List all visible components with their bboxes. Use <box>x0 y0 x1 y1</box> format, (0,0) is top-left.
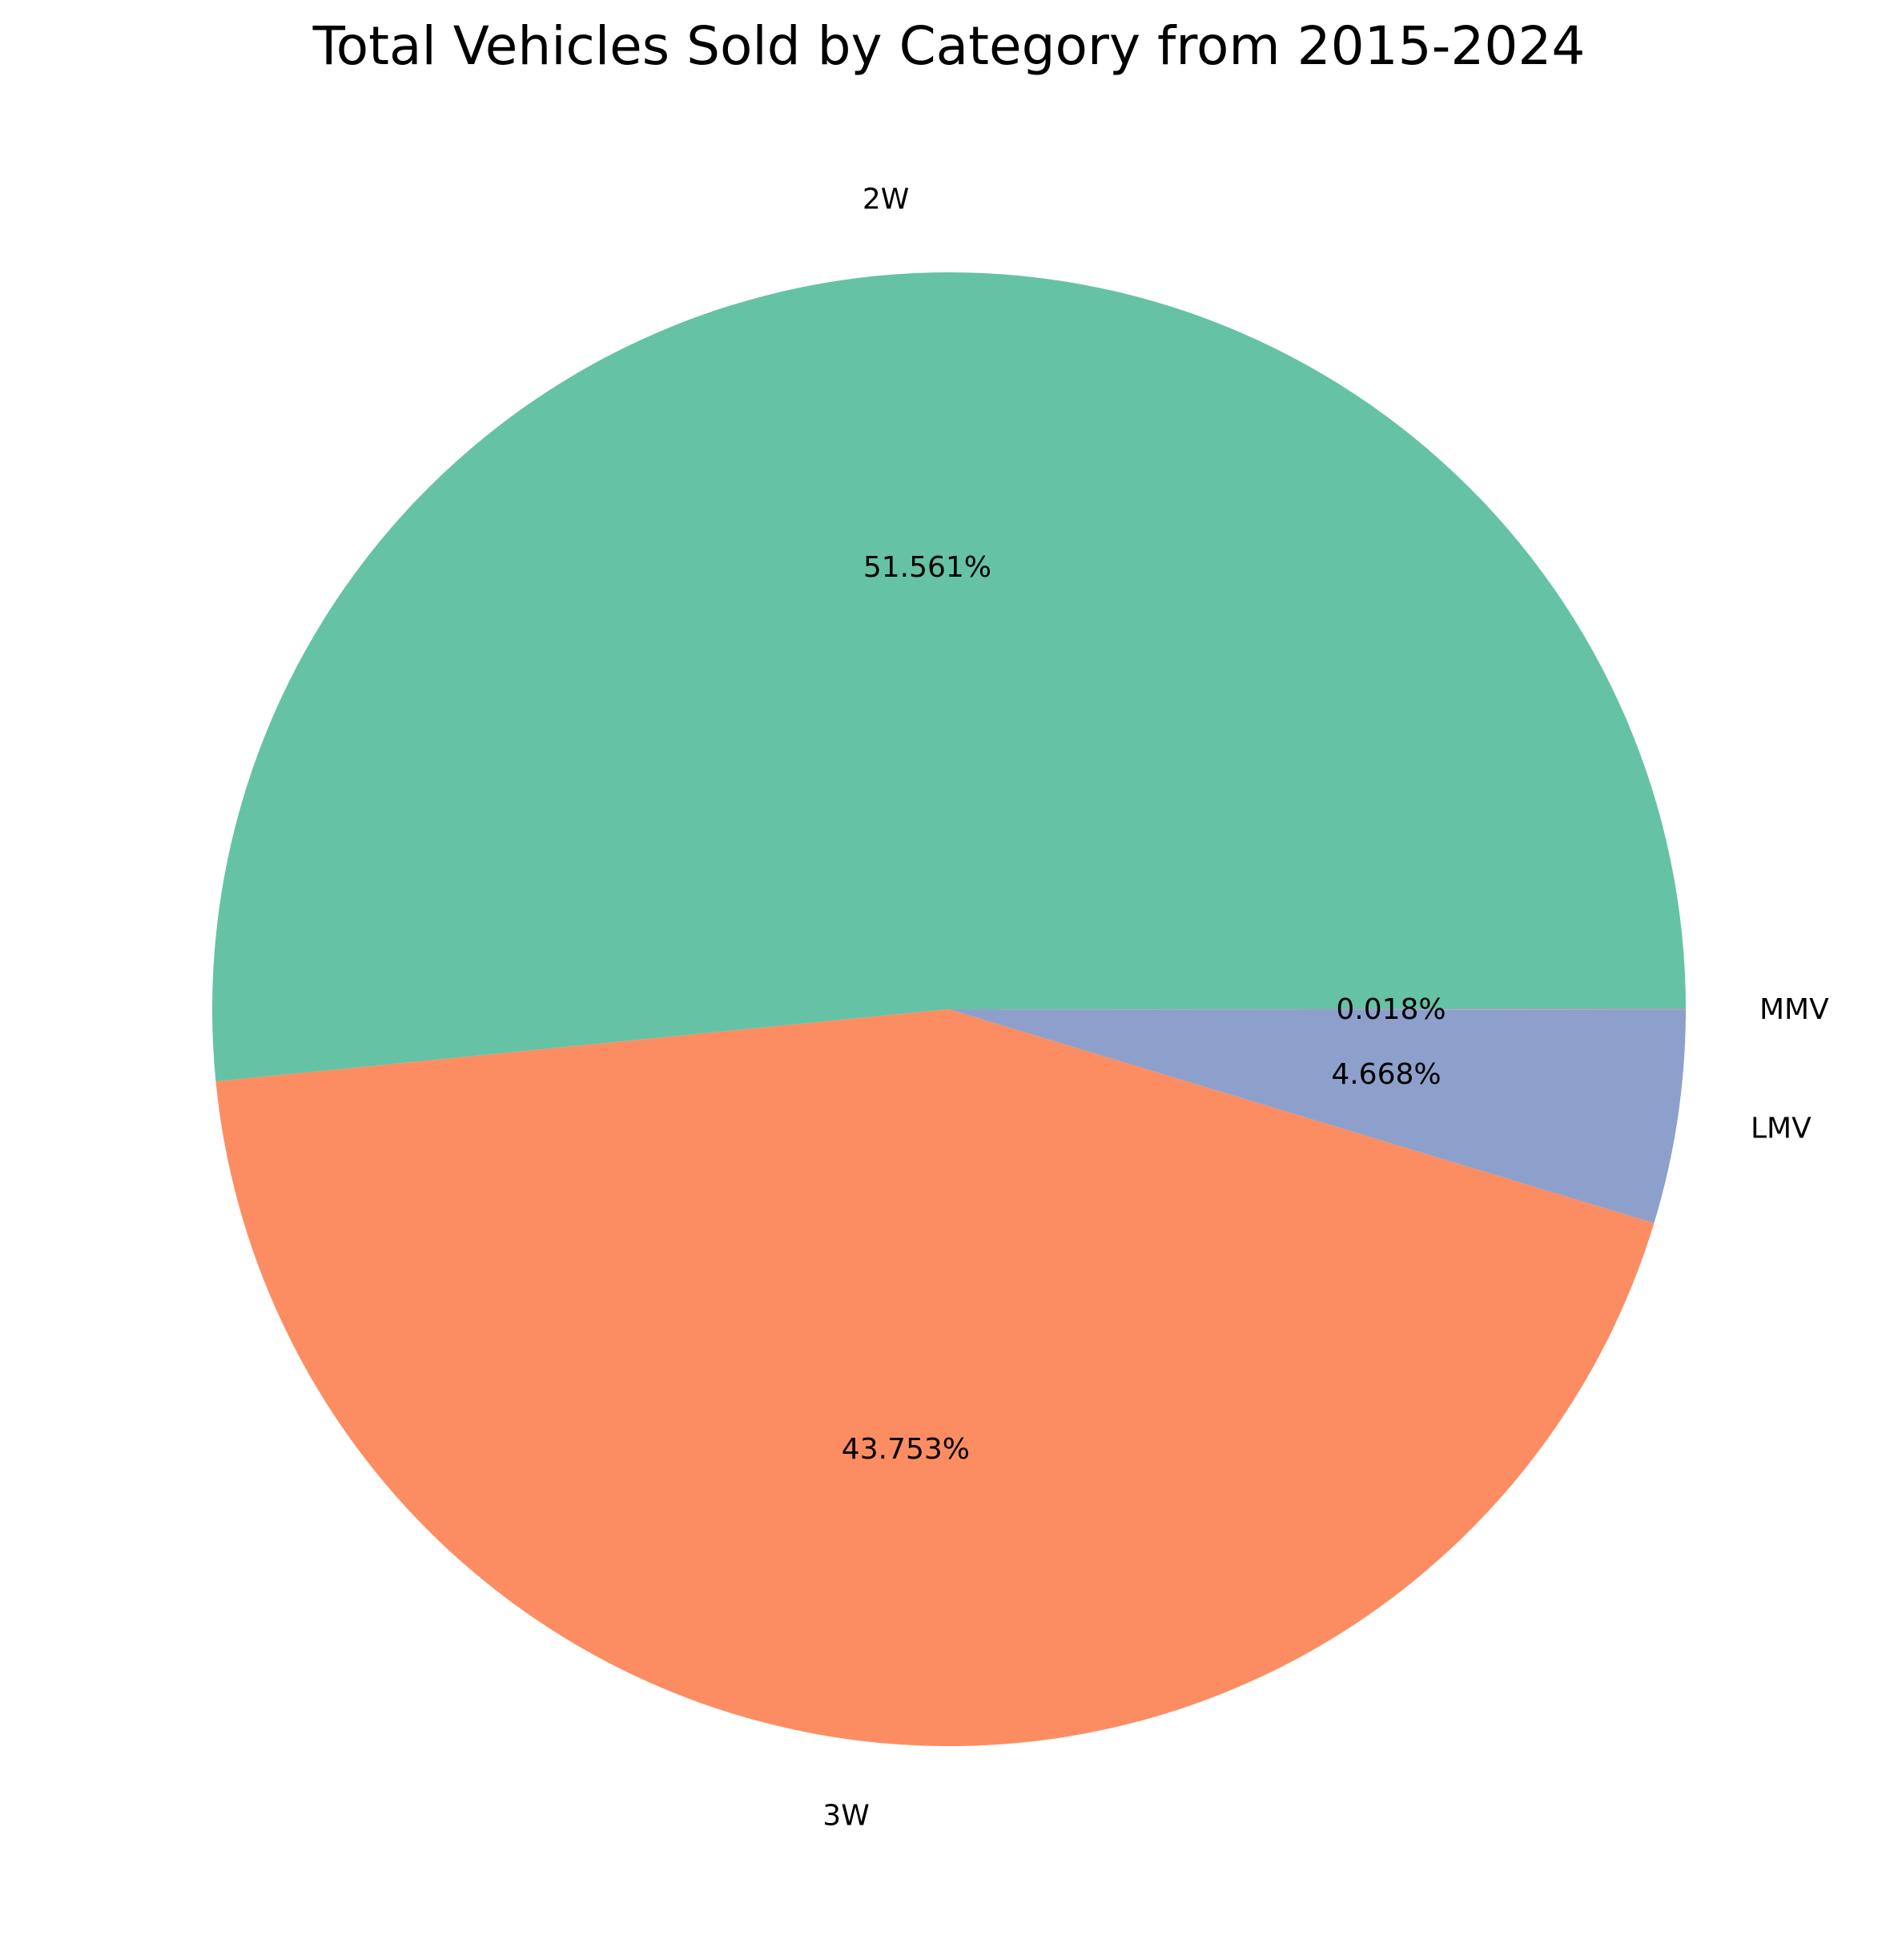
slice-label-3w: 3W <box>822 1800 870 1833</box>
pie-slice-2w <box>211 272 1686 1082</box>
slice-label-lmv: LMV <box>1751 1113 1812 1145</box>
slice-pct-3w: 43.753% <box>842 1433 970 1466</box>
chart-title: Total Vehicles Sold by Category from 201… <box>312 15 1586 77</box>
pie-slice-lmv <box>949 1009 1686 1223</box>
pie-slices <box>211 272 1686 1746</box>
pie-labels: 2W 51.561% 3W 43.753% LMV 4.668% MMV 0.018% <box>822 183 1829 1833</box>
slice-label-mmv: MMV <box>1759 993 1829 1026</box>
pie-slice-3w <box>215 1009 1655 1746</box>
slice-pct-lmv: 4.668% <box>1331 1058 1441 1091</box>
slice-pct-2w: 51.561% <box>863 551 991 584</box>
pie-slice-mmv <box>949 1009 1686 1011</box>
slice-pct-mmv: 0.018% <box>1336 993 1446 1026</box>
slice-label-2w: 2W <box>863 183 910 216</box>
